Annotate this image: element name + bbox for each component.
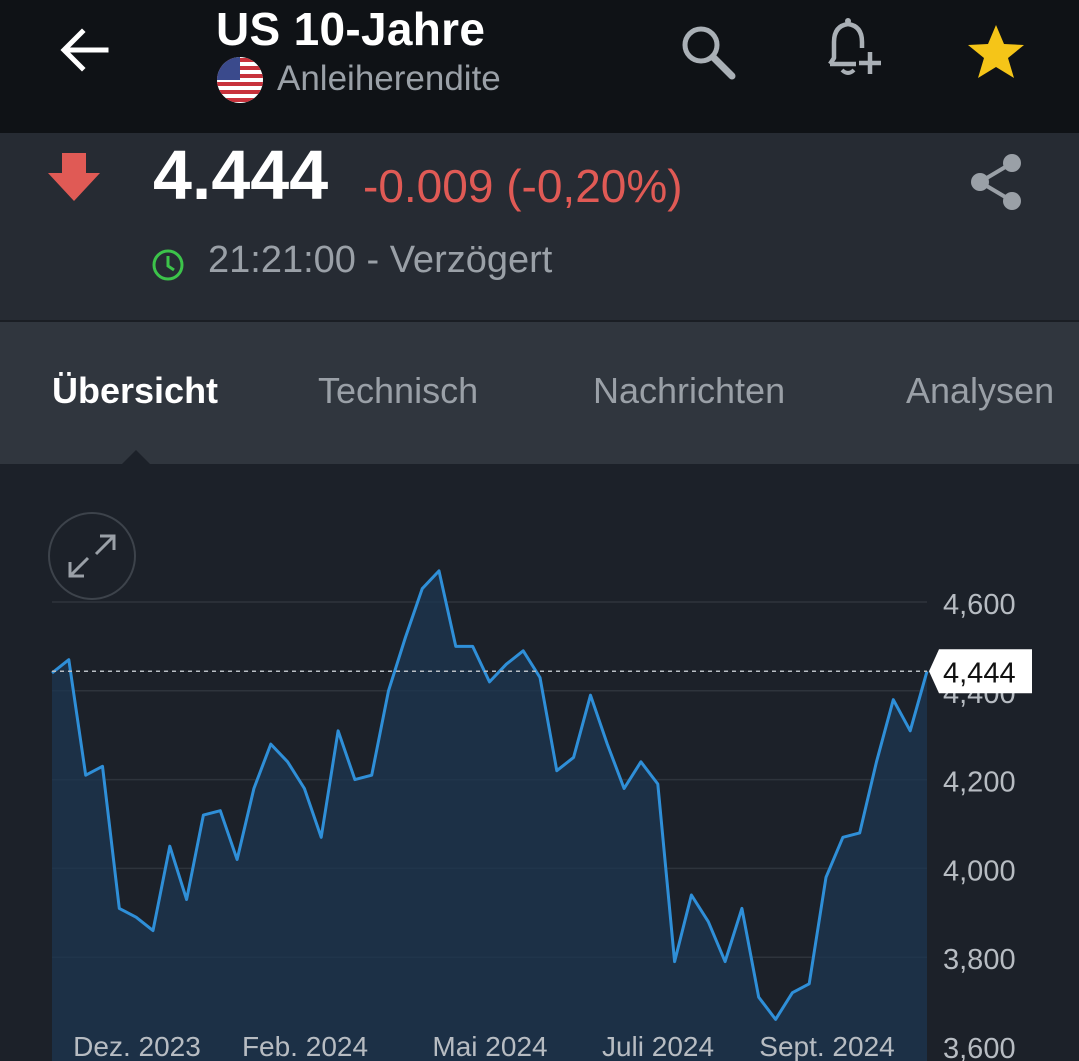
- tab-analysis[interactable]: Analysen: [906, 370, 1055, 411]
- last-price: 4.444: [153, 136, 329, 214]
- price-change: -0.009 (-0,20%): [363, 160, 683, 212]
- y-tick-label: 4,000: [943, 855, 1016, 887]
- share-icon: [971, 154, 1021, 210]
- instrument-type: Anleiherendite: [277, 59, 501, 98]
- tab-bar: Übersicht Technisch Nachrichten Analysen: [0, 322, 1079, 464]
- favorite-button[interactable]: [964, 20, 1028, 84]
- current-value-tag: [929, 649, 1032, 694]
- x-tick-label: Dez. 2023: [73, 1031, 201, 1061]
- x-tick-label: Feb. 2024: [242, 1031, 368, 1061]
- search-button[interactable]: [676, 20, 738, 82]
- expand-chart-button[interactable]: [48, 512, 136, 600]
- quote-panel: 4.444 -0.009 (-0,20%) 21:21:00 - Verzöge…: [0, 133, 1079, 322]
- chart-area-fill: [52, 570, 927, 1061]
- star-icon: [968, 25, 1024, 78]
- share-button[interactable]: [966, 151, 1028, 213]
- tab-news[interactable]: Nachrichten: [593, 370, 786, 411]
- y-tick-label: 4,600: [943, 589, 1016, 621]
- quote-time-status: 21:21:00 - Verzögert: [208, 239, 553, 281]
- page-title: US 10-Jahre: [216, 3, 486, 55]
- back-button[interactable]: [52, 18, 116, 82]
- price-chart[interactable]: 4,600 4,400 4,200 4,000 3,800 3,600 4,444 Dez. …: [0, 464, 1079, 1061]
- active-tab-indicator: [122, 450, 150, 464]
- arrow-left-icon: [60, 28, 109, 72]
- tab-technical[interactable]: Technisch: [318, 370, 479, 411]
- current-value-label: 4,444: [943, 657, 1016, 689]
- x-tick-label: Mai 2024: [432, 1031, 547, 1061]
- x-tick-label: Sept. 2024: [759, 1031, 894, 1061]
- y-tick-label: 3,600: [943, 1033, 1016, 1061]
- app-header: US 10-Jahre Anleiherendite: [0, 0, 1079, 133]
- clock-icon: [152, 249, 184, 281]
- arrow-down-icon: [48, 153, 100, 201]
- y-tick-label: 3,800: [943, 944, 1016, 976]
- us-flag-icon: [217, 57, 263, 103]
- chart-canvas: 4,6004,4004,2004,0003,8003,6004,444Dez. …: [51, 569, 1032, 1061]
- tab-overview[interactable]: Übersicht: [52, 370, 219, 411]
- chart-series-line: [51, 569, 929, 1021]
- y-tick-label: 4,200: [943, 767, 1016, 799]
- x-tick-label: Juli 2024: [602, 1031, 714, 1061]
- bell-plus-icon: [828, 18, 881, 75]
- add-alert-button[interactable]: [816, 14, 886, 84]
- expand-icon: [68, 534, 116, 578]
- search-icon: [682, 26, 736, 80]
